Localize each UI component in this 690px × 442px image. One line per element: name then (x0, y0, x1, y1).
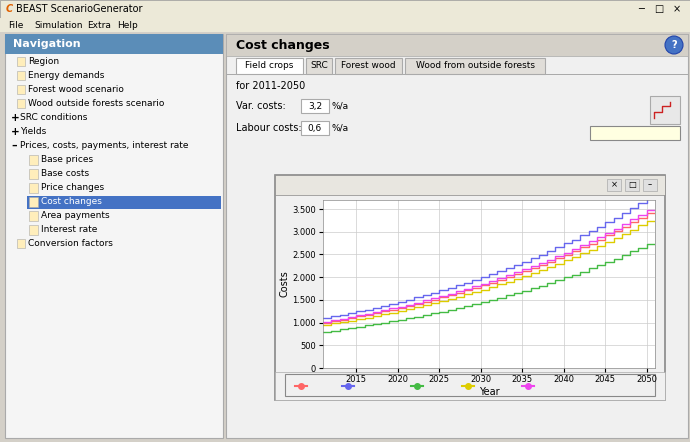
Bar (0, 18, 690, 32)
Text: Region: Region (28, 57, 59, 66)
Bar (306, 58, 332, 74)
Text: Help: Help (117, 20, 138, 30)
Bar (236, 58, 303, 74)
Text: 0,6: 0,6 (308, 123, 322, 133)
Bar (17, 85, 25, 94)
Text: Cost changes: Cost changes (41, 198, 102, 206)
Bar (275, 372, 665, 400)
Text: Var. costs:: Var. costs: (236, 101, 286, 111)
Text: Base costs: Base costs (41, 169, 89, 179)
Bar (275, 175, 665, 400)
Bar (301, 121, 329, 135)
Text: Wood outside forests scenario: Wood outside forests scenario (28, 99, 164, 108)
Bar (5, 34, 223, 54)
Text: ×: × (611, 180, 618, 190)
Text: Forest wood: Forest wood (341, 61, 395, 71)
Bar (0, 0, 690, 18)
Text: C: C (6, 4, 13, 14)
Text: Price changes: Price changes (41, 183, 104, 193)
Text: +: + (11, 127, 20, 137)
Y-axis label: Costs: Costs (279, 271, 290, 297)
Text: Open visualization: Open visualization (600, 129, 671, 137)
Text: File: File (8, 20, 23, 30)
Bar (29, 155, 38, 165)
Text: Wood from outside forests: Wood from outside forests (415, 61, 535, 71)
Bar (29, 197, 38, 207)
Text: BEAST ScenarioGenerator: BEAST ScenarioGenerator (16, 4, 143, 14)
Text: Navigation: Navigation (13, 39, 81, 49)
Text: Rapeseed: Rapeseed (477, 381, 518, 390)
Bar (405, 58, 545, 74)
Text: Cost changes: Cost changes (236, 38, 330, 52)
Bar (335, 58, 402, 74)
Text: Base prices: Base prices (41, 156, 93, 164)
Text: C: C (283, 180, 290, 190)
Text: 3,2: 3,2 (308, 102, 322, 110)
Text: Maize: Maize (537, 381, 561, 390)
Text: Barley: Barley (426, 381, 453, 390)
Bar (17, 239, 25, 248)
Bar (29, 183, 38, 193)
Bar (590, 126, 680, 140)
Text: Forest wood scenario: Forest wood scenario (28, 85, 124, 95)
Text: Sugar beet: Sugar beet (357, 381, 403, 390)
Text: □: □ (628, 180, 636, 190)
Bar (643, 179, 657, 191)
Text: Extra: Extra (87, 20, 111, 30)
Text: –: – (648, 180, 652, 190)
Bar (275, 175, 665, 195)
Bar (607, 179, 621, 191)
Bar (285, 374, 655, 396)
Bar (29, 169, 38, 179)
Bar (226, 74, 688, 75)
Text: ─: ─ (638, 4, 644, 14)
Bar (650, 96, 680, 124)
Bar (17, 57, 25, 66)
Bar (17, 71, 25, 80)
Circle shape (665, 36, 683, 54)
Text: SRC: SRC (310, 61, 328, 71)
Text: Interest rate: Interest rate (41, 225, 97, 235)
Text: for 2011-2050: for 2011-2050 (236, 81, 305, 91)
Text: Yields: Yields (20, 127, 46, 137)
Text: Labour costs:: Labour costs: (236, 123, 302, 133)
Text: SRC conditions: SRC conditions (20, 114, 88, 122)
Bar (17, 99, 25, 108)
Bar (27, 196, 221, 209)
Bar (625, 179, 639, 191)
Bar (226, 34, 688, 438)
Text: +: + (11, 113, 20, 123)
X-axis label: Year: Year (479, 387, 500, 397)
Text: Conversion factors: Conversion factors (28, 240, 113, 248)
Text: Costs dynamic - Field crops: Costs dynamic - Field crops (293, 180, 417, 190)
Text: Energy demands: Energy demands (28, 72, 104, 80)
Bar (5, 34, 223, 438)
Bar (301, 99, 329, 113)
Text: ×: × (673, 4, 681, 14)
Text: Simulation: Simulation (34, 20, 83, 30)
Text: %/a: %/a (332, 102, 349, 110)
Text: Wheat: Wheat (310, 381, 337, 390)
Text: Field crops: Field crops (246, 61, 294, 71)
Text: %/a: %/a (332, 123, 349, 133)
Bar (226, 34, 688, 56)
Text: □: □ (654, 4, 664, 14)
Bar (29, 211, 38, 221)
Text: –: – (11, 141, 17, 151)
Text: ?: ? (671, 40, 677, 50)
Text: Area payments: Area payments (41, 212, 110, 221)
Text: Prices, costs, payments, interest rate: Prices, costs, payments, interest rate (20, 141, 188, 150)
Bar (29, 225, 38, 235)
